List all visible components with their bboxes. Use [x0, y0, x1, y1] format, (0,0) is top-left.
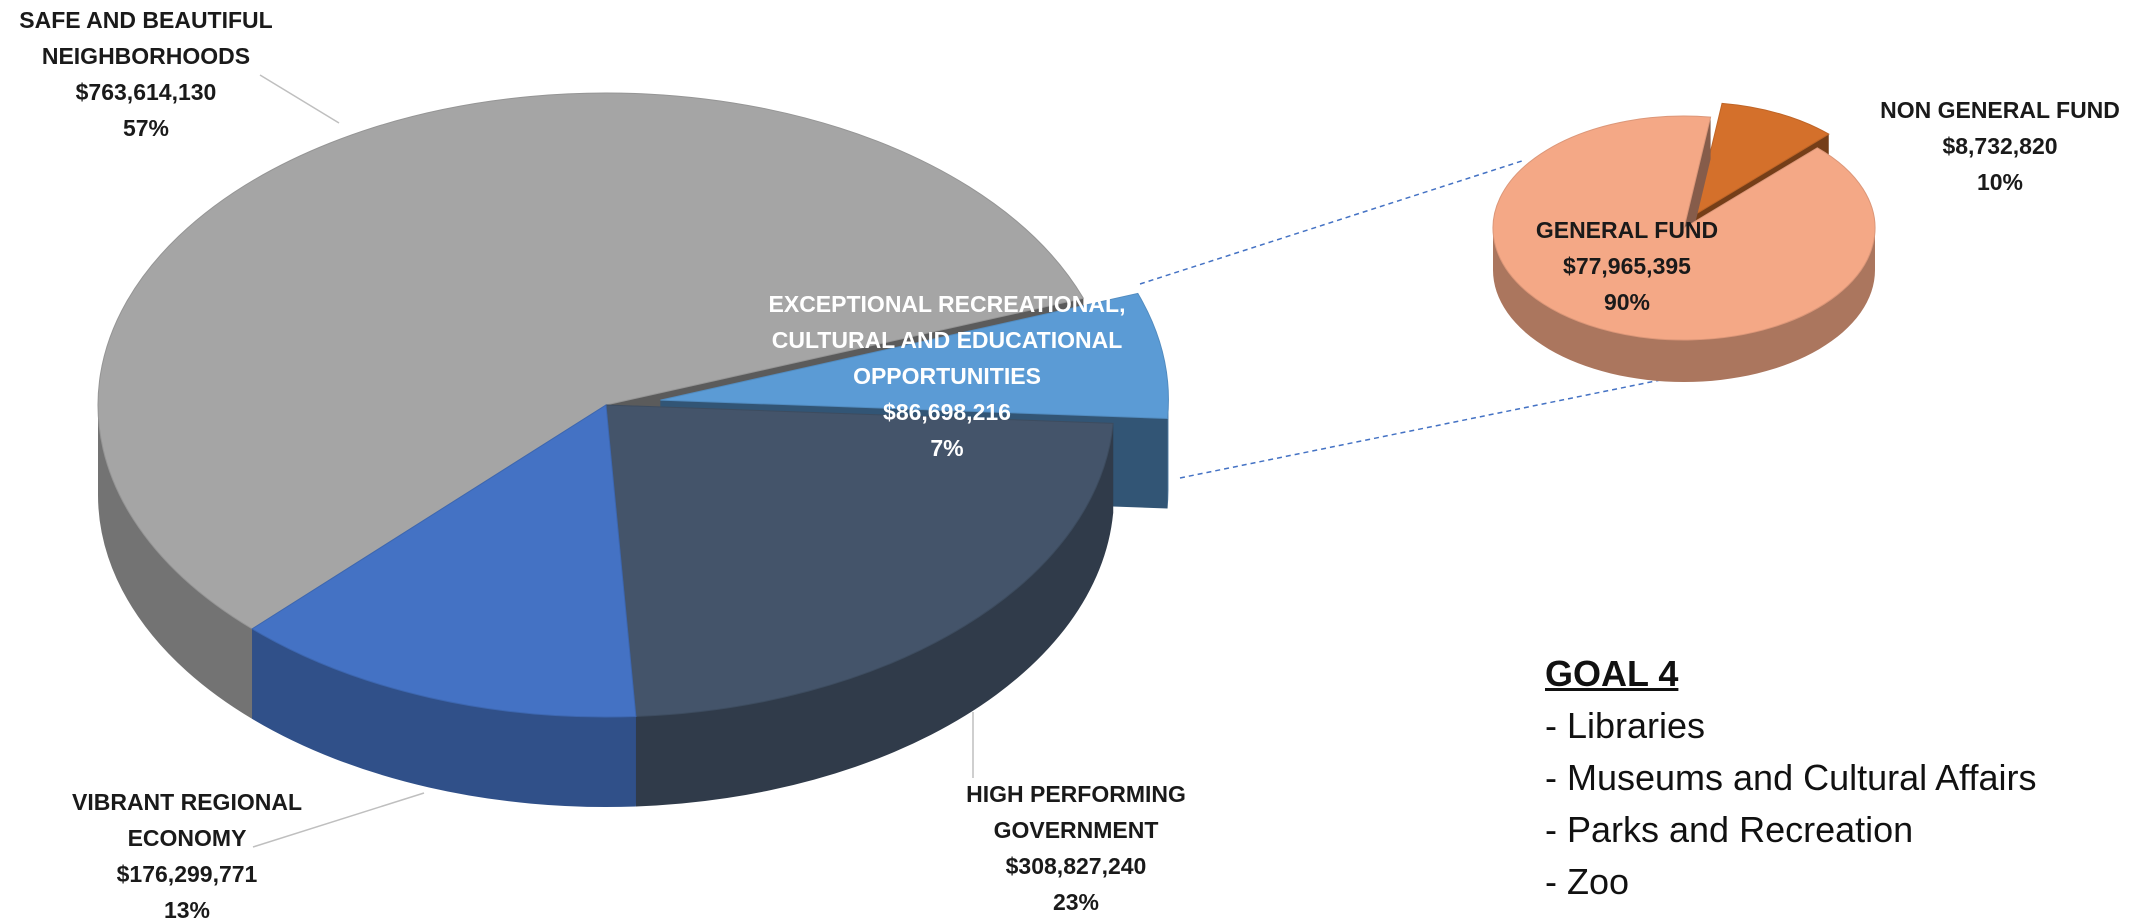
slice-side	[1493, 228, 1875, 382]
leader-line	[252, 792, 425, 848]
goal-box: GOAL 4 - Libraries - Museums and Cultural…	[1545, 648, 2037, 908]
data-label: HIGH PERFORMING GOVERNMENT $308,827,240 23…	[946, 776, 1206, 920]
percent-label: 7%	[930, 435, 964, 461]
slice-top	[97, 92, 1085, 630]
slice-side	[98, 405, 253, 719]
percent-label: 10%	[1976, 169, 2024, 195]
goal-item: - Zoo	[1545, 861, 1630, 902]
slice-side	[1167, 400, 1169, 509]
slice-top	[605, 404, 1114, 717]
slice-side	[635, 423, 1114, 807]
data-label: VIBRANT REGIONAL ECONOMY $176,299,771 13%	[52, 784, 322, 920]
value-label: $763,614,130	[75, 79, 217, 105]
data-label: NON GENERAL FUND $8,732,820 10%	[1860, 92, 2140, 200]
goal-item: - Museums and Cultural Affairs	[1545, 757, 2037, 798]
goal-title: GOAL 4	[1545, 653, 1679, 694]
percent-label: 57%	[122, 115, 170, 141]
slice-top	[660, 292, 1169, 419]
leader-line	[259, 74, 340, 124]
value-label: $77,965,395	[1563, 253, 1691, 279]
category-label: NON GENERAL FUND	[1880, 97, 2120, 123]
connector	[1179, 375, 1681, 479]
data-label: EXCEPTIONAL RECREATIONAL, CULTURAL AND E…	[747, 286, 1147, 466]
slice	[251, 404, 637, 807]
category-label: GENERAL FUND	[1535, 217, 1719, 243]
goal-item: - Parks and Recreation	[1545, 809, 1914, 850]
slice	[1492, 115, 1876, 382]
data-label: GENERAL FUND $77,965,395 90%	[1497, 212, 1757, 320]
category-label: HIGH PERFORMING GOVERNMENT	[966, 781, 1186, 843]
category-label: SAFE AND BEAUTIFUL NEIGHBORHOODS	[19, 7, 273, 69]
connector	[1139, 159, 1526, 285]
percent-label: 13%	[163, 897, 211, 920]
slice-side	[252, 628, 636, 807]
value-label: $176,299,771	[116, 861, 258, 887]
data-label: SAFE AND BEAUTIFUL NEIGHBORHOODS $763,614…	[0, 2, 296, 146]
slice-top	[1492, 115, 1876, 341]
goal-item: - Libraries	[1545, 705, 1706, 746]
value-label: $308,827,240	[1005, 853, 1147, 879]
category-label: EXCEPTIONAL RECREATIONAL, CULTURAL AND E…	[768, 291, 1126, 389]
value-label: $86,698,216	[883, 399, 1011, 425]
category-label: VIBRANT REGIONAL ECONOMY	[72, 789, 302, 851]
percent-label: 23%	[1052, 889, 1100, 915]
value-label: $8,732,820	[1942, 133, 2058, 159]
slice-top	[251, 404, 637, 718]
percent-label: 90%	[1603, 289, 1651, 315]
slice-top	[1694, 102, 1830, 216]
